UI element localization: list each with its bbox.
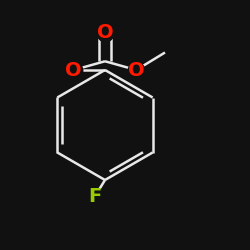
Text: O: O <box>97 23 113 42</box>
Text: F: F <box>88 187 102 206</box>
Text: O: O <box>66 60 82 80</box>
Text: O: O <box>128 60 144 80</box>
